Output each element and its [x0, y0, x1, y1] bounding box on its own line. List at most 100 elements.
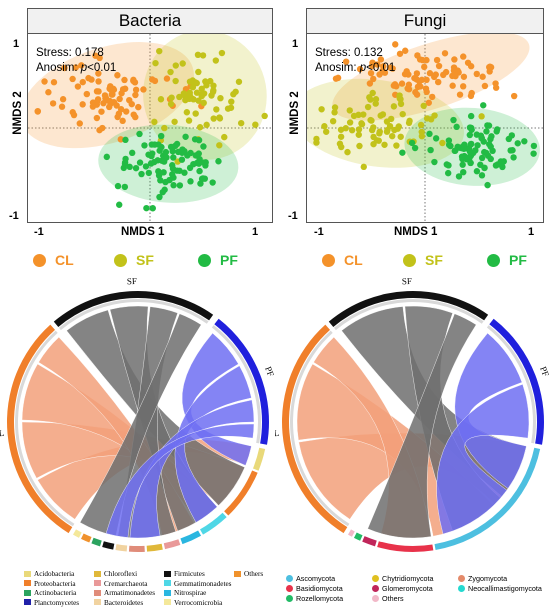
- taxa-legend-fungi: Ascomycota Basidiomycota Rozellomycota Chyt…: [286, 574, 546, 608]
- point-sf: [356, 142, 363, 150]
- point-pf: [169, 162, 176, 169]
- point-pf: [149, 150, 156, 157]
- legend-item-neocallimastigomycota: Neocallimastigomycota: [458, 584, 542, 594]
- legend-swatch-icon: [372, 585, 379, 592]
- point-pf: [122, 155, 129, 163]
- point-sf: [235, 78, 243, 85]
- taxon-arc: [163, 539, 181, 550]
- cl-dot-icon: [33, 254, 46, 267]
- point-cl: [391, 81, 399, 88]
- legend-swatch-icon: [24, 570, 31, 577]
- point-sf: [157, 96, 165, 103]
- point-pf: [196, 167, 203, 175]
- point-sf: [172, 77, 179, 85]
- point-pf: [487, 155, 494, 163]
- point-pf: [162, 178, 169, 186]
- group-label-sf: SF: [402, 276, 412, 286]
- point-pf: [195, 136, 203, 144]
- point-cl: [423, 76, 430, 84]
- point-cl: [451, 56, 458, 63]
- legend-swatch-icon: [458, 585, 465, 592]
- point-sf: [348, 127, 356, 134]
- taxon-arc: [91, 537, 102, 547]
- point-pf: [138, 170, 145, 178]
- legend-item-nitrospirae: Nitrospirae: [164, 589, 206, 599]
- point-cl: [92, 52, 99, 59]
- point-sf: [360, 163, 367, 171]
- xtick-left-fungi: -1: [314, 226, 324, 238]
- taxon-arc: [81, 533, 92, 543]
- point-pf: [455, 173, 463, 180]
- point-cl: [132, 91, 139, 99]
- point-sf: [393, 142, 400, 149]
- point-pf: [170, 154, 177, 161]
- point-sf: [192, 110, 199, 117]
- taxon-arc: [353, 532, 363, 541]
- point-pf: [178, 156, 186, 163]
- point-cl: [117, 136, 124, 143]
- taxon-arc: [224, 470, 258, 516]
- point-cl: [435, 78, 442, 86]
- point-sf: [355, 126, 363, 133]
- point-pf: [451, 147, 458, 155]
- group-inner-stripe: [211, 325, 261, 444]
- point-pf: [432, 135, 440, 142]
- legend-item-basidiomycota: Basidiomycota: [286, 584, 343, 594]
- point-cl: [416, 56, 424, 63]
- point-cl: [412, 89, 419, 96]
- legend-swatch-icon: [94, 580, 101, 586]
- legend-label: Gemmatimonadetes: [174, 579, 232, 588]
- legend-item-cl: CL: [322, 252, 363, 268]
- point-cl: [130, 76, 137, 84]
- xtick-left-bacteria: -1: [34, 226, 44, 238]
- point-cl: [456, 91, 464, 98]
- point-pf: [466, 148, 474, 155]
- group-label-pf: PF: [538, 365, 550, 378]
- point-cl: [59, 96, 67, 103]
- taxa-legend-bacteria: Acidobacteria Proteobacteria Actinobacteri…: [24, 570, 284, 608]
- point-pf: [445, 141, 453, 149]
- taxon-arc: [102, 541, 115, 550]
- point-pf: [136, 159, 144, 166]
- point-cl: [405, 86, 413, 93]
- stats-text-fungi: Stress: 0.132 Anosim: p<0.01: [315, 46, 395, 76]
- point-cl: [149, 76, 156, 83]
- point-cl: [83, 90, 91, 98]
- point-sf: [152, 59, 159, 67]
- point-cl: [481, 82, 489, 90]
- legend-swatch-icon: [24, 599, 31, 605]
- point-cl: [122, 108, 130, 115]
- point-cl: [430, 73, 438, 81]
- point-sf: [313, 139, 320, 146]
- point-pf: [478, 154, 486, 162]
- point-cl: [459, 83, 467, 90]
- point-cl: [473, 70, 480, 78]
- legend-swatch-icon: [164, 589, 171, 596]
- point-cl: [479, 73, 486, 80]
- point-cl: [93, 114, 101, 122]
- taxon-arc: [200, 512, 227, 535]
- point-pf: [474, 142, 481, 149]
- anosim-fungi: Anosim: p<0.01: [315, 61, 395, 76]
- legend-swatch-icon: [164, 599, 171, 605]
- legend-label-pf: PF: [509, 252, 527, 268]
- point-cl: [374, 61, 381, 68]
- point-sf: [203, 121, 210, 129]
- point-sf: [217, 94, 224, 102]
- point-cl: [95, 88, 102, 95]
- group-label-cl: CL: [0, 428, 5, 439]
- legend-item-sf: SF: [114, 252, 154, 268]
- point-sf: [344, 148, 351, 156]
- point-pf: [141, 142, 148, 149]
- legend-swatch-icon: [164, 580, 171, 586]
- point-pf: [399, 149, 406, 156]
- legend-swatch-icon: [24, 589, 31, 596]
- point-sf: [478, 113, 485, 120]
- legend-label: Proteobacteria: [34, 579, 76, 588]
- point-cl: [389, 65, 396, 72]
- point-cl: [423, 56, 430, 64]
- point-cl: [130, 111, 137, 118]
- point-pf: [156, 193, 163, 201]
- ytick-top-bacteria: 1: [13, 38, 20, 50]
- point-pf: [467, 159, 474, 167]
